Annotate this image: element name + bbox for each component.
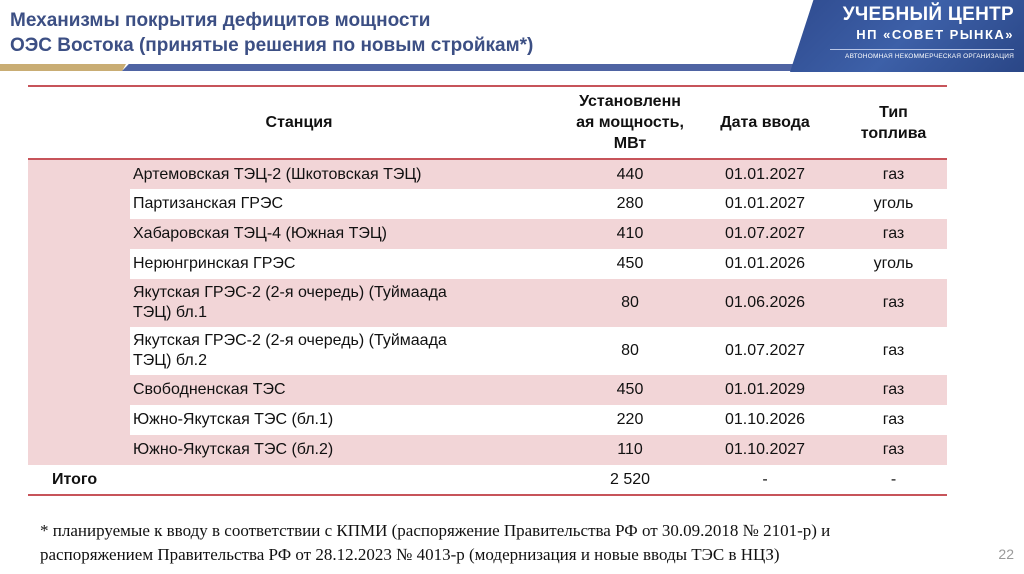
total-row: Итого 2 520 - -	[28, 465, 947, 496]
capacity-value: 440	[570, 159, 690, 189]
fuel-value: газ	[840, 219, 947, 249]
table-row: Якутская ГРЭС-2 (2-я очередь) (Туймаада …	[28, 327, 947, 375]
table-row: Свободненская ТЭС 450 01.01.2029 газ	[28, 375, 947, 405]
footnote: * планируемые к вводу в соответствии с К…	[40, 519, 970, 567]
fuel-value: газ	[840, 159, 947, 189]
capacity-value: 280	[570, 189, 690, 219]
capacity-value: 410	[570, 219, 690, 249]
date-value: 01.06.2026	[690, 279, 840, 327]
new-construction-table: Станция Установленн ая мощность, МВт Дат…	[28, 85, 947, 496]
station-name: Южно-Якутская ТЭС (бл.1)	[130, 405, 570, 435]
capacity-value: 80	[570, 327, 690, 375]
table-row: Нерюнгринская ГРЭС 450 01.01.2026 уголь	[28, 249, 947, 279]
capacity-value: 110	[570, 435, 690, 465]
logo-training-center: УЧЕБНЫЙ ЦЕНТР НП «СОВЕТ РЫНКА» АВТОНОМНА…	[790, 0, 1024, 72]
station-name: Артемовская ТЭЦ-2 (Шкотовская ТЭЦ)	[130, 159, 570, 189]
col-header-capacity-l2: ая мощность,	[576, 114, 684, 131]
table-header-row: Станция Установленн ая мощность, МВт Дат…	[28, 85, 947, 160]
col-header-fuel: Тип топлива	[840, 85, 947, 160]
logo-line-3: АВТОНОМНАЯ НЕКОММЕРЧЕСКАЯ ОРГАНИЗАЦИЯ	[845, 53, 1014, 60]
station-name: Якутская ГРЭС-2 (2-я очередь) (Туймаада …	[130, 327, 570, 375]
total-fuel: -	[840, 465, 947, 496]
date-value: 01.01.2029	[690, 375, 840, 405]
footnote-line-2: распоряжением Правительства РФ от 28.12.…	[40, 545, 780, 564]
date-value: 01.10.2026	[690, 405, 840, 435]
station-name: Свободненская ТЭС	[130, 375, 570, 405]
title-underline-gold	[0, 64, 126, 71]
fuel-value: газ	[840, 435, 947, 465]
station-name: Якутская ГРЭС-2 (2-я очередь) (Туймаада …	[130, 279, 570, 327]
fuel-value: газ	[840, 279, 947, 327]
table-row: Якутская ГРЭС-2 (2-я очередь) (Туймаада …	[28, 279, 947, 327]
title-line-1: Механизмы покрытия дефицитов мощности	[10, 10, 431, 31]
fuel-value: газ	[840, 375, 947, 405]
col-header-capacity-l1: Установленн	[579, 93, 681, 110]
station-name: Партизанская ГРЭС	[130, 189, 570, 219]
station-name: Хабаровская ТЭЦ-4 (Южная ТЭЦ)	[130, 219, 570, 249]
capacity-value: 80	[570, 279, 690, 327]
total-date: -	[690, 465, 840, 496]
fuel-value: газ	[840, 327, 947, 375]
station-name-l2: ТЭЦ) бл.1	[133, 304, 208, 321]
date-value: 01.07.2027	[690, 219, 840, 249]
fuel-value: уголь	[840, 249, 947, 279]
table-row: Южно-Якутская ТЭС (бл.1) 220 01.10.2026 …	[28, 405, 947, 435]
capacity-value: 450	[570, 249, 690, 279]
title-line-2: ОЭС Востока (принятые решения по новым с…	[10, 35, 534, 56]
capacity-value: 450	[570, 375, 690, 405]
date-value: 01.01.2027	[690, 159, 840, 189]
col-header-fuel-l1: Тип	[879, 103, 908, 121]
station-name: Южно-Якутская ТЭС (бл.2)	[130, 435, 570, 465]
col-header-capacity-l3: МВт	[613, 135, 647, 152]
fuel-value: газ	[840, 405, 947, 435]
date-value: 01.01.2027	[690, 189, 840, 219]
date-value: 01.01.2026	[690, 249, 840, 279]
col-header-capacity: Установленн ая мощность, МВт	[570, 85, 690, 160]
capacity-value: 220	[570, 405, 690, 435]
table-row: Южно-Якутская ТЭС (бл.2) 110 01.10.2027 …	[28, 435, 947, 465]
table-row: Артемовская ТЭЦ-2 (Шкотовская ТЭЦ) 440 0…	[28, 159, 947, 465]
title-underline-blue	[122, 64, 802, 71]
station-name-l1: Якутская ГРЭС-2 (2-я очередь) (Туймаада	[133, 284, 447, 301]
total-label: Итого	[28, 465, 570, 496]
page-number: 22	[998, 546, 1014, 562]
date-value: 01.07.2027	[690, 327, 840, 375]
col-header-fuel-l2: топлива	[860, 124, 927, 142]
footnote-line-1: * планируемые к вводу в соответствии с К…	[40, 521, 831, 540]
col-header-date: Дата ввода	[690, 85, 840, 160]
total-capacity: 2 520	[570, 465, 690, 496]
station-name-l2: ТЭЦ) бл.2	[133, 352, 208, 369]
group-cell	[28, 159, 130, 465]
date-value: 01.10.2027	[690, 435, 840, 465]
logo-line-1: УЧЕБНЫЙ ЦЕНТР	[842, 4, 1014, 25]
logo-line-2: НП «СОВЕТ РЫНКА»	[856, 27, 1014, 42]
station-name-l1: Якутская ГРЭС-2 (2-я очередь) (Туймаада	[133, 332, 447, 349]
table-row: Хабаровская ТЭЦ-4 (Южная ТЭЦ) 410 01.07.…	[28, 219, 947, 249]
fuel-value: уголь	[840, 189, 947, 219]
slide-title: Механизмы покрытия дефицитов мощности ОЭ…	[10, 8, 533, 58]
col-header-station: Станция	[28, 85, 570, 160]
station-name: Нерюнгринская ГРЭС	[130, 249, 570, 279]
logo-divider	[830, 49, 1014, 50]
table-row: Партизанская ГРЭС 280 01.01.2027 уголь	[28, 189, 947, 219]
